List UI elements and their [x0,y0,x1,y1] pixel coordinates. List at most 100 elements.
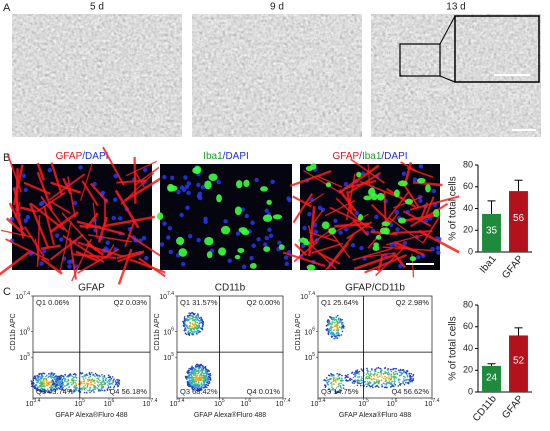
event [184,323,186,325]
microglia [241,229,250,236]
event [204,370,207,373]
event [352,376,355,379]
cell [256,37,264,42]
microglia [397,180,408,187]
event [196,321,199,324]
event [202,383,204,386]
title-part: /DAPI [82,151,108,162]
x-tick-label: 103.4 [26,398,41,408]
event [82,385,85,388]
event [328,374,331,377]
cells [0,146,172,285]
nucleus [200,184,206,190]
astrocyte-process [36,171,53,211]
cell [216,52,222,58]
event [115,381,117,384]
event [69,388,72,391]
event [202,385,204,387]
nucleus [25,214,31,220]
x-axis-label: GFAP Alexa®Fluro 488 [194,411,266,419]
event [325,377,328,379]
event [191,375,193,378]
event [192,317,194,319]
event [94,385,97,388]
event [73,373,76,375]
event [96,384,99,387]
event [203,374,205,377]
event [325,379,327,382]
astrocyte-process [412,181,443,187]
event [192,376,195,379]
cell [390,86,397,92]
event [96,380,98,382]
tick-exponent: 5 [222,398,225,404]
cell [94,18,99,26]
astrocyte-process [80,163,93,201]
cell [472,99,480,106]
event [190,368,192,371]
microglia [167,183,175,192]
y-tick-label: 0 [468,386,473,396]
nucleus [72,200,78,206]
event [204,386,206,388]
event [40,385,43,387]
y-tick-label: 107.4 [300,291,315,301]
event [333,319,336,321]
cell [377,92,386,98]
event [358,373,360,375]
event [57,387,60,389]
cell [525,99,532,106]
nucleus [312,222,318,228]
event [104,389,106,392]
event [194,367,196,370]
event [82,377,85,379]
event [356,382,359,384]
event [193,329,196,331]
nucleus [264,208,269,213]
title-part: / [359,151,362,162]
event [364,380,367,383]
cell [383,56,389,63]
event [377,366,380,369]
astrocyte-process [367,163,371,186]
event [62,383,65,386]
cell [353,38,361,45]
nucleus [431,188,437,194]
event [54,387,56,389]
event [187,376,190,379]
event [38,384,41,387]
cell [137,47,142,53]
event [373,378,376,380]
event [383,377,385,380]
y-tick-label: 105 [163,353,174,363]
plot-title: CD11b [215,283,246,294]
event [54,388,57,391]
event [194,372,197,374]
nucleus [170,175,175,181]
event [191,384,194,387]
event [184,320,186,323]
event [330,373,333,376]
cells [282,158,460,278]
astrocyte-process [116,250,145,260]
event [337,332,340,335]
title-part: Iba1 [203,151,223,162]
cell [381,101,387,109]
event [391,380,393,383]
tick-exponent: 3.4 [177,398,184,404]
cell [304,61,312,68]
event [359,382,361,385]
nucleus [216,179,221,185]
cell [306,100,313,105]
event [341,330,344,333]
quadrant-label: Q4 56.18% [109,387,147,396]
event [189,373,191,376]
y-tick-label: 20 [463,225,473,235]
event [350,372,353,374]
nucleus [166,235,171,240]
cell [156,41,162,49]
event [330,329,332,332]
nucleus [162,221,167,226]
event [94,372,97,375]
microglia [234,254,241,260]
